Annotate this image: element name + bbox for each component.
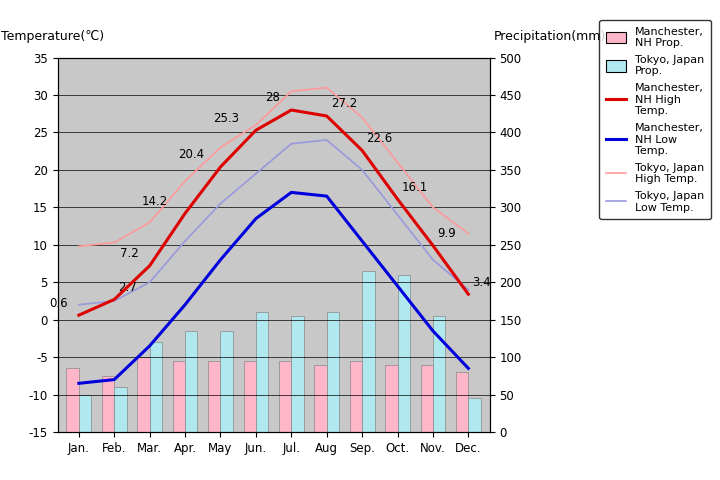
Bar — [433, 316, 446, 432]
Bar — [150, 342, 162, 432]
Bar — [220, 331, 233, 432]
Bar — [114, 387, 127, 432]
Text: 2.7: 2.7 — [118, 281, 138, 294]
Text: Precipitation(mm): Precipitation(mm) — [494, 30, 606, 43]
Text: 28: 28 — [265, 92, 280, 105]
Bar — [420, 365, 433, 432]
Bar — [185, 331, 197, 432]
Text: 7.2: 7.2 — [120, 247, 138, 260]
Bar — [208, 361, 220, 432]
Text: 9.9: 9.9 — [437, 227, 456, 240]
Text: 20.4: 20.4 — [178, 148, 204, 161]
Bar — [397, 275, 410, 432]
Bar — [315, 365, 327, 432]
Text: 3.4: 3.4 — [472, 276, 491, 288]
Bar — [79, 395, 91, 432]
Bar — [102, 376, 114, 432]
Bar — [292, 316, 304, 432]
Bar — [468, 398, 481, 432]
Bar — [256, 312, 269, 432]
Bar — [173, 361, 185, 432]
Bar — [385, 365, 397, 432]
Text: 16.1: 16.1 — [402, 180, 428, 193]
Legend: Manchester,
NH Prop., Tokyo, Japan
Prop., Manchester,
NH High
Temp., Manchester,: Manchester, NH Prop., Tokyo, Japan Prop.… — [599, 20, 711, 219]
Bar — [66, 368, 79, 432]
Text: 0.6: 0.6 — [49, 297, 68, 310]
Bar — [138, 357, 150, 432]
Bar — [243, 361, 256, 432]
Bar — [362, 271, 374, 432]
Text: 27.2: 27.2 — [331, 97, 357, 110]
Text: Temperature(℃): Temperature(℃) — [1, 30, 104, 43]
Bar — [327, 312, 339, 432]
Bar — [350, 361, 362, 432]
Text: 14.2: 14.2 — [142, 195, 168, 208]
Bar — [456, 372, 468, 432]
Bar — [279, 361, 292, 432]
Text: 25.3: 25.3 — [213, 112, 239, 125]
Text: 22.6: 22.6 — [366, 132, 392, 145]
